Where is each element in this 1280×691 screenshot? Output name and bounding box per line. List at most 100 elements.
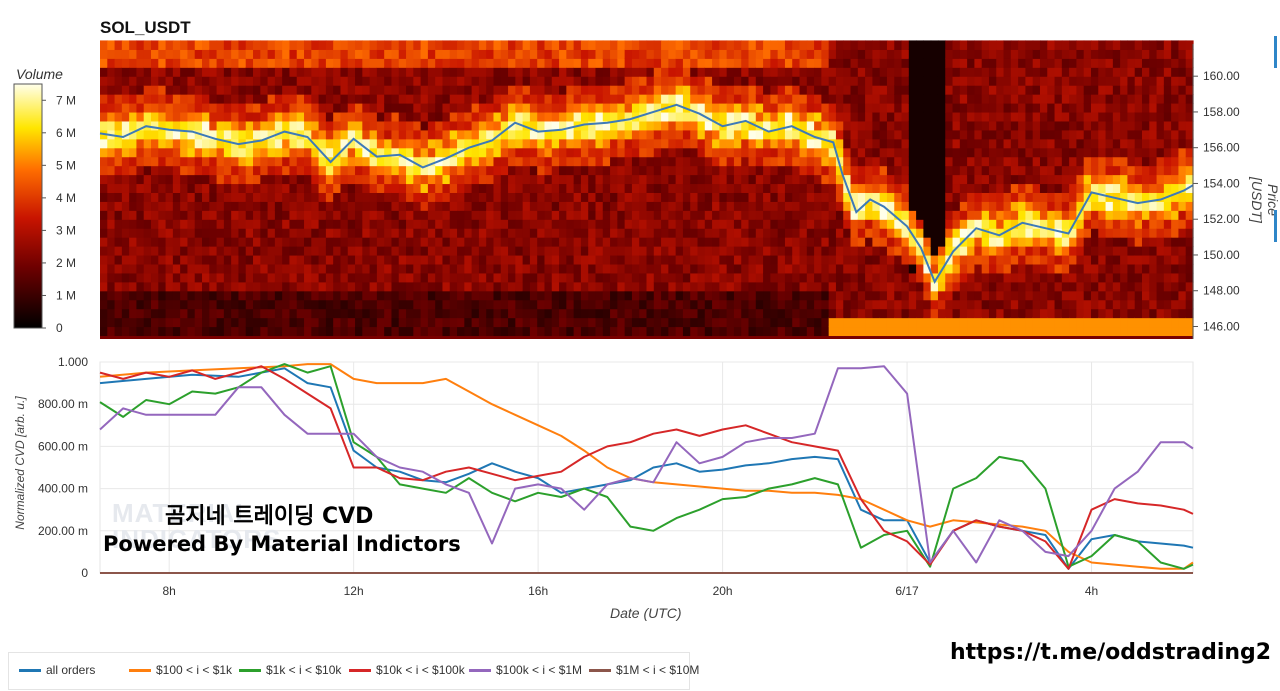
heatmap-cell — [1120, 201, 1129, 211]
heatmap-cell — [967, 49, 975, 59]
heatmap-cell — [580, 67, 589, 77]
heatmap-cell — [442, 156, 451, 167]
heatmap-cell — [223, 201, 232, 211]
heatmap-cell — [741, 299, 750, 310]
heatmap-cell — [1025, 308, 1034, 319]
heatmap-cell — [274, 192, 283, 202]
heatmap-cell — [209, 326, 218, 337]
heatmap-cell — [930, 58, 939, 68]
heatmap-cell — [923, 85, 932, 95]
heatmap-cell — [930, 111, 939, 122]
heatmap-cell — [704, 76, 713, 86]
heatmap-cell — [1141, 246, 1150, 256]
heatmap-cell — [486, 246, 495, 256]
heatmap-cell — [478, 103, 487, 113]
heatmap-cell — [617, 263, 626, 274]
heatmap-cell — [544, 272, 553, 283]
heatmap-cell — [930, 228, 939, 238]
heatmap-cell — [1105, 183, 1114, 193]
heatmap-cell — [886, 246, 895, 256]
heatmap-cell — [231, 40, 240, 50]
heatmap-cell — [952, 174, 961, 185]
heatmap-cell — [100, 219, 108, 229]
colorbar: 7 M6 M5 M4 M3 M2 M1 M0 — [13, 83, 76, 335]
heatmap-cell — [1039, 272, 1048, 283]
heatmap-cell — [551, 165, 560, 176]
heatmap-cell — [755, 192, 764, 202]
heatmap-cell — [369, 120, 378, 131]
heatmap-cell — [143, 308, 152, 319]
heatmap-cell — [1032, 49, 1041, 59]
heatmap-cell — [420, 76, 429, 86]
heatmap-cell — [1156, 67, 1165, 77]
heatmap-cell — [143, 272, 152, 283]
heatmap-cell — [595, 40, 604, 50]
heatmap-cell — [697, 317, 706, 328]
heatmap-cell — [850, 263, 859, 274]
heatmap-cell — [1069, 49, 1078, 59]
heatmap-cell — [158, 326, 167, 337]
heatmap-cell — [726, 120, 735, 131]
heatmap-cell — [675, 76, 684, 86]
heatmap-cell — [1156, 317, 1165, 328]
heatmap-cell — [1112, 129, 1121, 140]
heatmap-cell — [821, 237, 830, 247]
heatmap-cell — [814, 308, 822, 319]
heatmap-cell — [755, 228, 764, 238]
heatmap-cell — [172, 147, 181, 158]
heatmap-cell — [1185, 40, 1194, 50]
heatmap-cell — [777, 210, 786, 220]
heatmap-cell — [114, 228, 123, 238]
heatmap-cell — [223, 308, 232, 319]
heatmap-cell — [894, 272, 903, 283]
heatmap-cell — [449, 201, 458, 211]
heatmap-cell — [1018, 317, 1027, 328]
heatmap-cell — [180, 85, 189, 95]
heatmap-cell — [908, 120, 917, 131]
heatmap-cell — [865, 165, 873, 176]
heatmap-cell — [398, 183, 407, 193]
heatmap-cell — [347, 94, 356, 104]
heatmap-cell — [1163, 272, 1172, 283]
heatmap-cell — [588, 67, 597, 77]
heatmap-cell — [355, 58, 363, 68]
heatmap-cell — [792, 326, 801, 337]
heatmap-cell — [959, 76, 968, 86]
heatmap-cell — [282, 103, 291, 113]
heatmap-cell — [763, 85, 771, 95]
heatmap-cell — [515, 219, 524, 229]
heatmap-cell — [1178, 192, 1187, 202]
heatmap-cell — [974, 67, 983, 77]
heatmap-cell — [1076, 94, 1085, 104]
heatmap-cell — [974, 272, 983, 283]
heatmap-cell — [151, 156, 159, 167]
heatmap-cell — [996, 156, 1005, 167]
heatmap-cell — [253, 138, 261, 149]
heatmap-cell — [792, 254, 801, 265]
heatmap-cell — [1149, 326, 1158, 337]
heatmap-cell — [420, 120, 429, 131]
heatmap-cell — [493, 308, 502, 319]
heatmap-cell — [763, 156, 771, 167]
heatmap-cell — [835, 201, 844, 211]
heatmap-cell — [865, 263, 873, 274]
heatmap-cell — [457, 192, 465, 202]
heatmap-cell — [792, 156, 801, 167]
heatmap-cell — [1171, 246, 1180, 256]
heatmap-cell — [551, 94, 560, 104]
heatmap-cell — [653, 76, 662, 86]
heatmap-cell — [223, 156, 232, 167]
heatmap-cell — [1185, 138, 1194, 149]
heatmap-cell — [690, 246, 699, 256]
heatmap-cell — [1098, 111, 1107, 122]
heatmap-cell — [624, 290, 633, 301]
heatmap-cell — [500, 192, 509, 202]
heatmap-cell — [1178, 156, 1187, 167]
heatmap-cell — [551, 40, 560, 50]
heatmap-cell — [1039, 219, 1048, 229]
heatmap-cell — [952, 201, 961, 211]
heatmap-cell — [1120, 94, 1129, 104]
heatmap-cell — [289, 120, 298, 131]
heatmap-cell — [1171, 138, 1180, 149]
heatmap-cell — [1025, 49, 1034, 59]
